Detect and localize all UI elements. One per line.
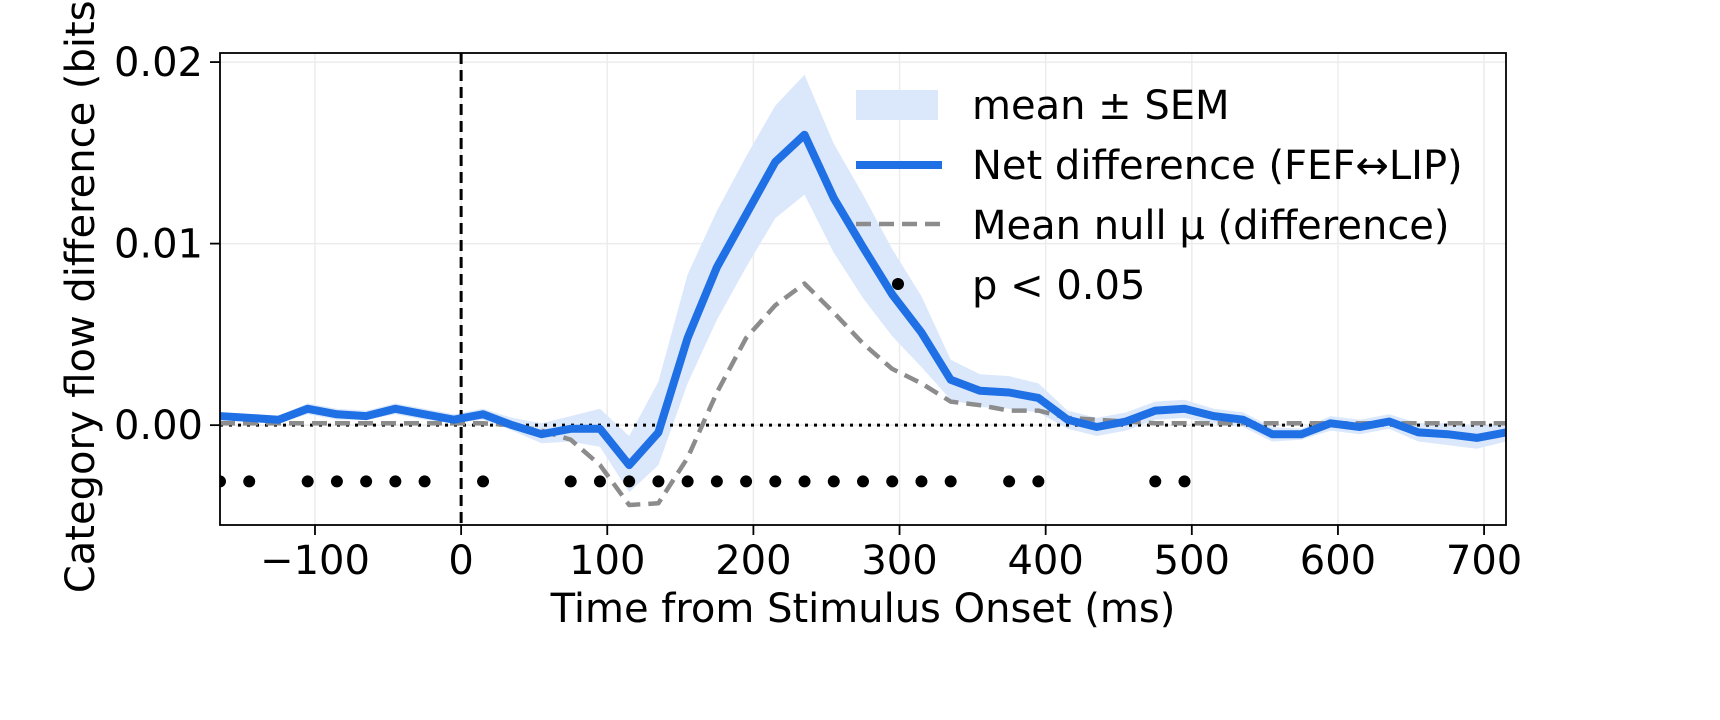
x-tick-label: 500 — [1154, 538, 1230, 584]
legend-label-null: Mean null μ (difference) — [972, 203, 1450, 249]
net-difference-line — [220, 130, 1506, 470]
significance-dot — [857, 475, 869, 488]
significance-dot — [886, 475, 899, 488]
significance-dot — [1032, 475, 1045, 488]
significance-dot — [564, 475, 577, 488]
legend-label-sem: mean ± SEM — [972, 83, 1230, 129]
significance-dot — [623, 475, 636, 488]
null-mean-line — [220, 281, 1506, 508]
x-tick-label: 700 — [1446, 538, 1522, 584]
x-tick-label: 0 — [448, 538, 473, 584]
x-tick-label: 300 — [861, 538, 937, 584]
legend-label-significance: p < 0.05 — [972, 263, 1145, 309]
significance-dot — [1178, 475, 1191, 488]
significance-dot — [769, 475, 782, 488]
legend-swatch-sem — [856, 90, 938, 120]
y-tick-label: 0.00 — [114, 403, 203, 449]
significance-dot — [220, 475, 226, 488]
significance-dot — [477, 475, 490, 488]
significance-dot — [301, 475, 314, 488]
significance-dot — [389, 475, 402, 488]
significance-dot — [1149, 475, 1162, 488]
significance-dot — [827, 475, 840, 488]
sem-band — [220, 74, 1506, 493]
significance-dot — [681, 475, 694, 488]
x-tick-label: 600 — [1300, 538, 1376, 584]
x-tick-label: 100 — [569, 538, 645, 584]
plot-frame — [219, 52, 1507, 526]
significance-dot — [798, 475, 811, 488]
significance-dot — [740, 475, 753, 488]
significance-dot — [652, 475, 665, 488]
x-tick-label: 200 — [715, 538, 791, 584]
plot-area — [220, 53, 1506, 525]
significance-dot — [593, 475, 606, 488]
legend: mean ± SEM Net difference (FEF↔LIP) Mean… — [856, 83, 1463, 309]
significance-dot — [243, 475, 256, 488]
significance-dot — [1003, 475, 1016, 488]
x-tick-label: −100 — [260, 538, 370, 584]
axes-ticks: −100 0 100 200 300 400 500 600 700 0.00 0.01 0.02 — [114, 40, 1522, 584]
y-tick-label: 0.02 — [114, 40, 203, 86]
significance-dot — [330, 475, 343, 488]
x-tick-label: 400 — [1007, 538, 1083, 584]
significance-dot — [418, 475, 431, 488]
x-axis-label: Time from Stimulus Onset (ms) — [550, 586, 1176, 632]
significance-dot — [710, 475, 723, 488]
legend-label-net: Net difference (FEF↔LIP) — [972, 143, 1463, 189]
y-tick-label: 0.01 — [114, 222, 203, 268]
y-axis-label: Category flow difference (bits) — [58, 0, 104, 593]
significance-dot — [915, 475, 928, 488]
legend-swatch-significance — [892, 278, 904, 290]
significance-dot — [360, 475, 373, 488]
significance-dot — [944, 475, 957, 488]
